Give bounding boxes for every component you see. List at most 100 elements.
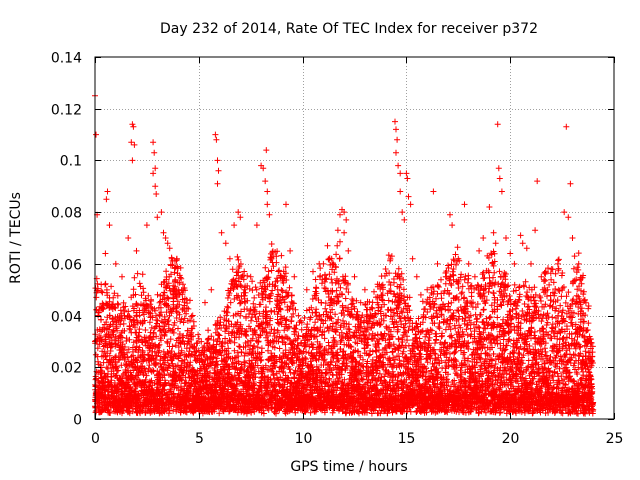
- data-point: [134, 405, 140, 412]
- data-point: [146, 362, 153, 369]
- data-point: [167, 352, 174, 359]
- data-point: [94, 345, 101, 352]
- data-point: [106, 304, 113, 311]
- data-point: [178, 362, 185, 369]
- data-point: [179, 291, 186, 298]
- data-point: [139, 347, 146, 354]
- data-point: [159, 409, 166, 416]
- data-point: [151, 305, 158, 312]
- data-point: [190, 333, 196, 340]
- data-point: [176, 331, 183, 337]
- data-point: [165, 396, 172, 403]
- data-point: [177, 274, 184, 281]
- data-point: [104, 365, 111, 372]
- data-point: [126, 313, 133, 320]
- data-point: [183, 332, 190, 339]
- data-point: [105, 371, 111, 377]
- data-point: [97, 303, 103, 310]
- data-point: [175, 375, 182, 381]
- data-point: [179, 372, 186, 379]
- data-point: [121, 327, 128, 334]
- data-point: [104, 344, 111, 351]
- data-point: [125, 373, 132, 380]
- data-point: [143, 303, 150, 310]
- data-point: [96, 341, 103, 348]
- data-point: [142, 342, 149, 349]
- data-point: [142, 376, 149, 383]
- data-point: [113, 353, 119, 360]
- data-point: [161, 333, 168, 339]
- data-point: [113, 340, 119, 347]
- data-point: [115, 301, 122, 308]
- data-point: [145, 292, 152, 299]
- data-point: [131, 274, 138, 281]
- data-point: [96, 404, 103, 411]
- data-point: [162, 328, 169, 335]
- data-point: [151, 380, 158, 386]
- data-point: [171, 285, 178, 292]
- data-point: [105, 359, 112, 366]
- data-point: [171, 351, 178, 358]
- data-point: [113, 325, 119, 332]
- data-point: [122, 303, 129, 310]
- data-point: [95, 358, 101, 365]
- data-point: [109, 321, 116, 328]
- data-point: [103, 338, 109, 345]
- data-point: [185, 305, 192, 312]
- data-point: [117, 378, 124, 385]
- data-point: [195, 331, 202, 338]
- data-point: [155, 376, 161, 383]
- data-point: [133, 395, 140, 402]
- data-point: [130, 292, 137, 299]
- data-point: [144, 351, 151, 358]
- data-point: [117, 354, 124, 361]
- data-point: [156, 299, 163, 306]
- data-point: [132, 324, 138, 331]
- data-point: [114, 300, 121, 307]
- data-point: [178, 349, 185, 356]
- data-point: [176, 301, 183, 308]
- data-point: [98, 288, 105, 295]
- data-point: [136, 280, 143, 287]
- data-point: [151, 360, 158, 367]
- data-point: [175, 344, 182, 350]
- data-point: [158, 405, 165, 412]
- data-point: [121, 351, 128, 358]
- data-point: [129, 374, 136, 380]
- data-point: [133, 357, 140, 364]
- data-point: [127, 326, 134, 333]
- data-point: [111, 337, 118, 344]
- data-point: [168, 348, 175, 355]
- data-point: [173, 294, 180, 301]
- data-point: [180, 281, 186, 288]
- data-point: [180, 401, 187, 408]
- data-point: [129, 303, 136, 310]
- data-point: [142, 295, 149, 302]
- data-point: [147, 314, 154, 321]
- data-point: [180, 408, 187, 415]
- data-point: [168, 357, 175, 364]
- data-point: [126, 336, 133, 343]
- data-point: [179, 338, 186, 345]
- data-point: [114, 313, 121, 320]
- data-point: [154, 317, 161, 324]
- data-point: [163, 268, 170, 275]
- data-point: [163, 302, 170, 309]
- data-point: [191, 349, 198, 356]
- data-point: [194, 391, 201, 398]
- data-point: [110, 294, 117, 301]
- data-point: [188, 325, 195, 332]
- data-point: [136, 344, 143, 351]
- data-point: [109, 303, 116, 310]
- data-point: [122, 315, 128, 322]
- data-point: [187, 359, 194, 366]
- data-point: [127, 369, 134, 376]
- data-point: [177, 264, 184, 271]
- data-point: [183, 310, 190, 317]
- data-point: [101, 348, 108, 355]
- data-point: [161, 382, 168, 389]
- data-point: [175, 384, 182, 391]
- data-point: [173, 315, 180, 321]
- data-point: [147, 367, 154, 374]
